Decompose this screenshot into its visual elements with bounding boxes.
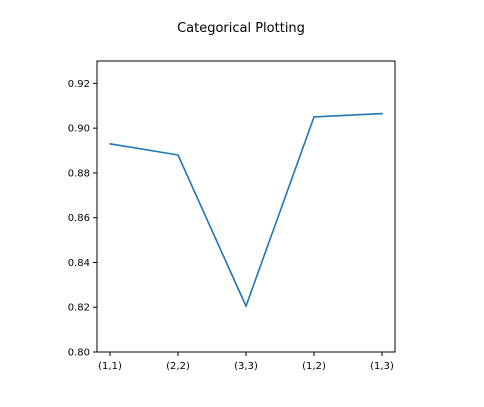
plot-layer: 0.80 0.82 0.84 0.86 0.88 0.90 0.92 (1,1) (2,2) (3… [68,60,396,372]
data-point-0-4 [381,112,383,115]
x-tick-label-1: (2,2) [166,361,190,372]
chart-title: Categorical Plotting [177,21,305,36]
x-tick-label-0: (1,1) [98,361,122,372]
data-point-0-1 [177,154,179,156]
x-tick-label-2: (3,3) [234,361,258,372]
y-tick-label-1: 0.82 [68,303,90,314]
data-point-0-3 [313,116,315,118]
y-tick-label-4: 0.88 [68,168,90,179]
x-tick-label-3: (1,2) [302,361,326,372]
data-point-0-2 [245,305,247,307]
y-tick-label-6: 0.92 [68,79,90,90]
y-tick-label-5: 0.90 [68,124,90,135]
x-tick-label-4: (1,3) [370,361,394,372]
data-point-0-0 [109,143,111,145]
y-tick-label-3: 0.86 [68,213,90,224]
series-line-0 [109,112,383,307]
plot-frame [96,60,396,353]
y-tick-label-0: 0.80 [68,348,90,359]
y-tick-label-2: 0.84 [68,258,90,269]
